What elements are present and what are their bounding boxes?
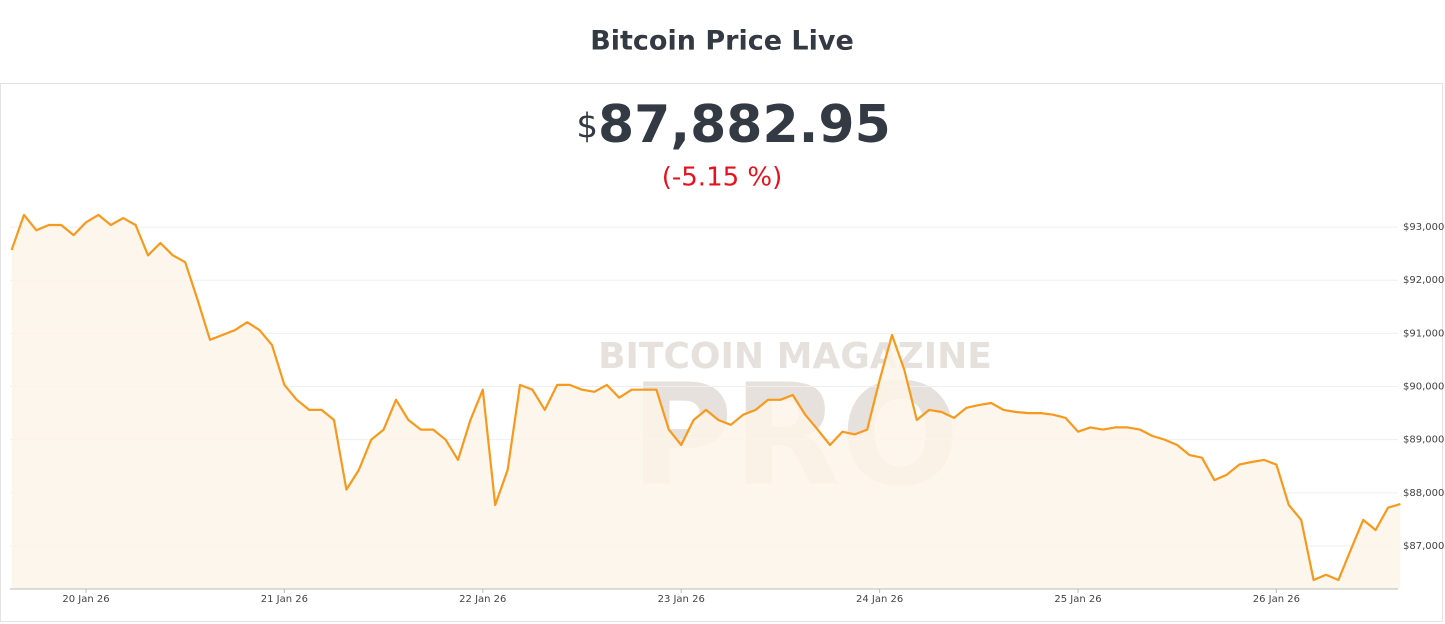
price-change: (-5.15 %) xyxy=(662,163,783,193)
x-tick-label: 22 Jan 26 xyxy=(459,594,506,605)
x-tick-label: 21 Jan 26 xyxy=(261,594,308,605)
chart-title: Bitcoin Price Live xyxy=(590,26,854,57)
x-tick-label: 23 Jan 26 xyxy=(658,594,705,605)
watermark: BITCOIN MAGAZINE xyxy=(598,336,992,377)
y-tick-label: $93,000 xyxy=(1403,222,1444,233)
currency-symbol: $ xyxy=(576,107,598,147)
y-tick-label: $87,000 xyxy=(1403,541,1444,552)
y-tick-label: $89,000 xyxy=(1403,435,1444,446)
x-tick-label: 20 Jan 26 xyxy=(62,594,109,605)
area xyxy=(11,214,1401,589)
y-tick-label: $88,000 xyxy=(1403,488,1444,499)
y-tick-label: $92,000 xyxy=(1403,275,1444,286)
price: 87,882.95 xyxy=(598,95,891,155)
x-tick-label: 24 Jan 26 xyxy=(856,594,903,605)
y-tick-label: $90,000 xyxy=(1403,382,1444,393)
y-tick-label: $91,000 xyxy=(1403,328,1444,339)
x-tick-label: 25 Jan 26 xyxy=(1054,594,1101,605)
x-tick-label: 26 Jan 26 xyxy=(1253,594,1300,605)
chart-frame xyxy=(0,83,1443,622)
line xyxy=(10,213,1401,582)
